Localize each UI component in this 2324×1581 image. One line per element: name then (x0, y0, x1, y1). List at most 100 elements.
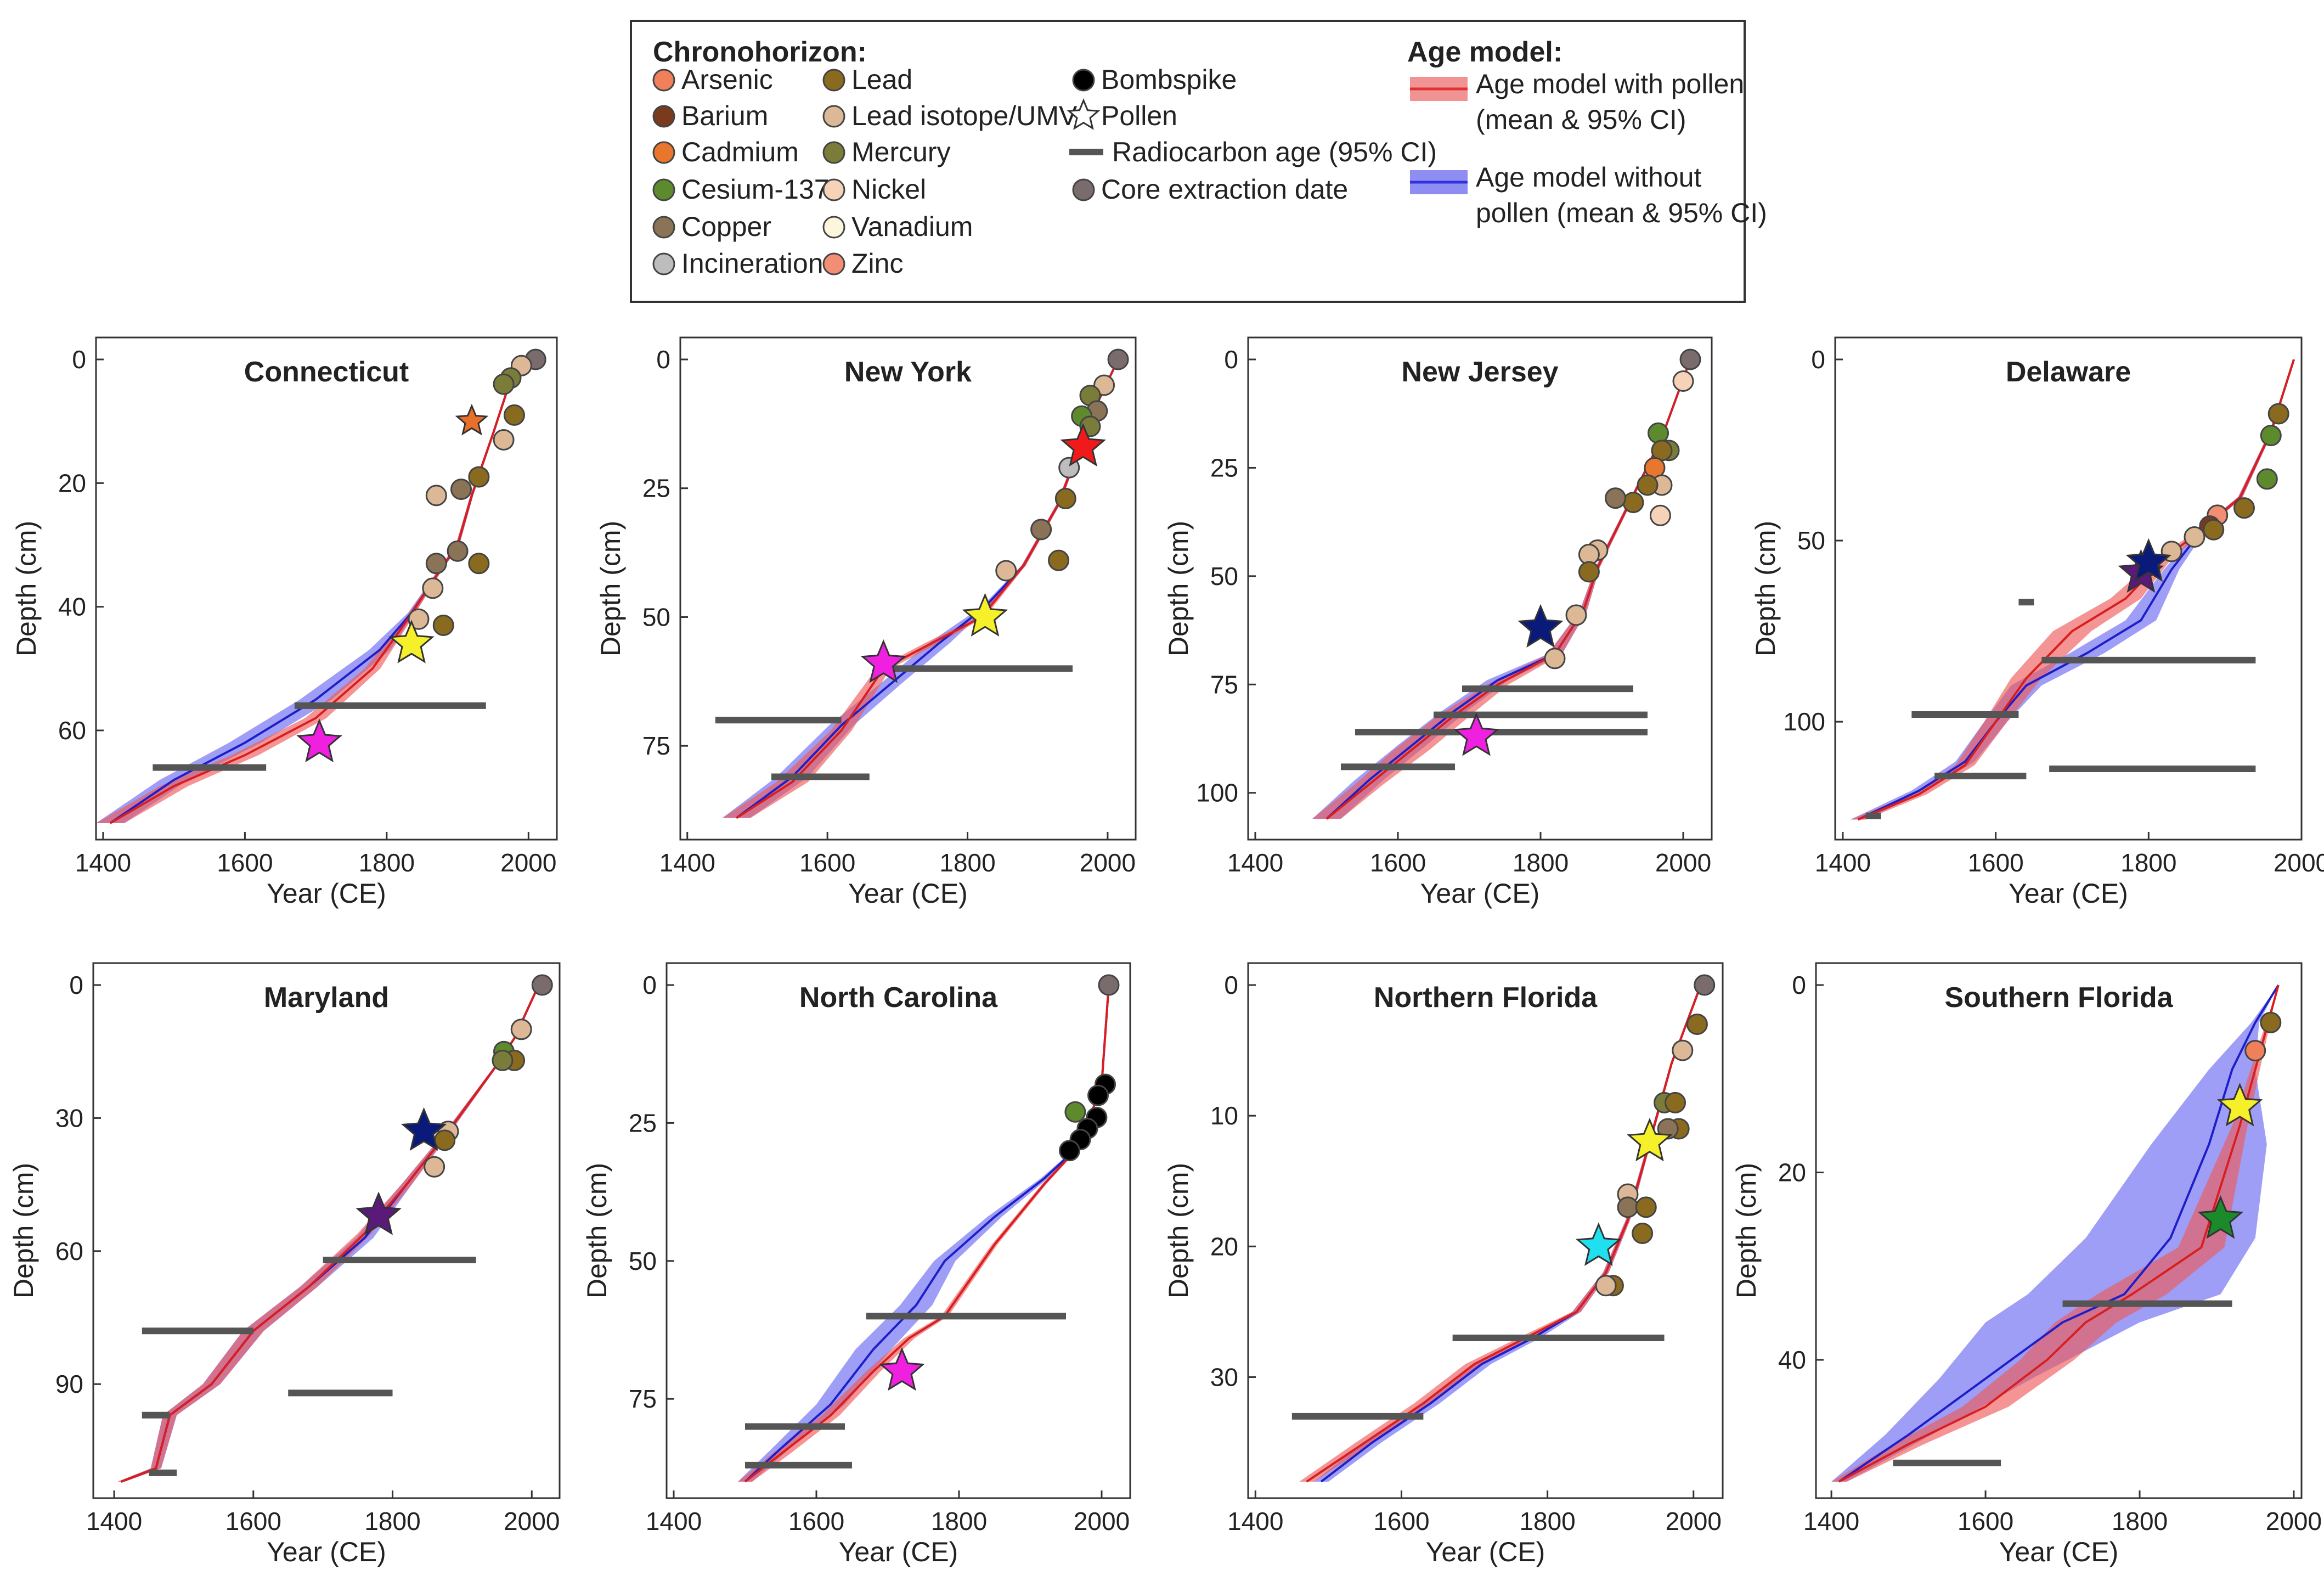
legend-age-label-line1: Age model with pollen (1476, 69, 1744, 99)
plot-area (1831, 984, 2282, 1483)
panel-delaware: 1400 1600 1800 2000 0 50 100 Delaware Year (CE) D… (1750, 336, 2324, 909)
y-tick-label: 100 (1783, 707, 1825, 736)
legend-chrono-title: Chronohorizon: (653, 36, 867, 68)
legend-circle-icon (822, 216, 845, 239)
x-tick-label: 1400 (659, 848, 715, 877)
legend-circle-icon (652, 105, 675, 128)
marker-lead-isotope-umv (425, 485, 447, 507)
y-tick-label: 0 (1224, 971, 1238, 999)
marker-lead (468, 553, 490, 575)
marker-copper (1030, 519, 1052, 541)
marker-lead (1637, 474, 1659, 496)
marker-lead-isotope-umv (408, 608, 430, 630)
plot-frame (1247, 336, 1713, 841)
x-tick-label: 1800 (1513, 848, 1569, 877)
marker-arsenic (2244, 1040, 2266, 1062)
legend-circle-icon (652, 252, 675, 275)
y-tick-label: 30 (1210, 1363, 1238, 1391)
legend-age-label-line2: (mean & 95% CI) (1476, 104, 1686, 135)
marker-lead (1632, 1223, 1654, 1244)
y-tick-label: 0 (1792, 971, 1806, 999)
x-tick-label: 1600 (1373, 1507, 1429, 1535)
panel-title: Connecticut (244, 356, 409, 388)
marker-lead-isotope-umv (1595, 1275, 1617, 1297)
x-tick-label: 1600 (1370, 848, 1426, 877)
marker-core-extraction-date (1107, 348, 1129, 370)
legend-label: Lead isotope/UMV (851, 100, 1078, 131)
y-tick-label: 40 (58, 593, 86, 621)
x-tick-label: 1400 (1227, 1507, 1283, 1535)
y-axis-label: Depth (cm) (11, 521, 42, 656)
panel-title: New York (844, 356, 972, 388)
marker-lead-isotope-umv (995, 560, 1017, 582)
pollen-star-marker (356, 1191, 402, 1235)
mean-line-with-pollen (1325, 359, 1691, 820)
legend-circle-icon (822, 252, 845, 275)
x-axis-label: Year (CE) (1420, 878, 1540, 909)
y-tick-label: 50 (1210, 562, 1238, 590)
legend-circle-icon (652, 141, 675, 164)
y-tick-label: 75 (642, 732, 670, 760)
x-tick-label: 2000 (2266, 1507, 2322, 1535)
pollen-star-marker (962, 593, 1008, 637)
plot-frame (1834, 336, 2303, 841)
legend-circle-icon (1072, 69, 1095, 92)
panel-north-carolina: 1400 1600 1800 2000 0 25 50 75 North Carolina Yea… (582, 962, 1131, 1567)
legend-circle-icon (822, 69, 845, 92)
legend-bar-icon (1069, 149, 1103, 155)
marker-nickel (1672, 370, 1694, 392)
marker-cesium-137 (1064, 1101, 1086, 1123)
marker-core-extraction-date (1098, 974, 1120, 996)
panel-title: North Carolina (799, 982, 998, 1014)
marker-lead (2203, 519, 2225, 541)
legend-circle-icon (822, 105, 845, 128)
pollen-star-marker (860, 639, 907, 683)
pollen-star-marker (1518, 604, 1564, 648)
mean-line-with-pollen (1838, 984, 2280, 1483)
legend-label: Zinc (851, 248, 903, 279)
x-tick-label: 1600 (1967, 848, 2023, 877)
legend-label: Lead (851, 64, 912, 95)
x-tick-label: 2000 (504, 1507, 560, 1535)
marker-cesium-137 (2256, 468, 2278, 490)
marker-lead (434, 1129, 456, 1151)
marker-mercury (492, 1049, 514, 1071)
legend-entry-cesium-137: Cesium-137 (652, 174, 830, 205)
x-tick-label: 1400 (86, 1507, 142, 1535)
panel-new-jersey: 1400 1600 1800 2000 0 25 50 75 100 New Jersey Year… (1163, 336, 1713, 909)
marker-cesium-137 (1648, 422, 1669, 444)
legend-entry-core-extraction-date: Core extraction date (1072, 174, 1348, 205)
marker-lead-isotope-umv (493, 429, 515, 451)
marker-copper (1605, 487, 1626, 509)
panel-title: Southern Florida (1945, 982, 2174, 1014)
marker-lead (1686, 1013, 1708, 1035)
mean-line-with-pollen (109, 358, 537, 824)
y-tick-label: 0 (1224, 345, 1238, 374)
pollen-star-marker (401, 1107, 447, 1151)
marker-lead (1054, 488, 1076, 509)
pollen-star-marker (1453, 712, 1499, 756)
star-icon (1067, 98, 1101, 130)
plot-frame (679, 336, 1137, 841)
pollen-star-marker (455, 403, 489, 436)
marker-lead-isotope-umv (2184, 526, 2205, 548)
pollen-star-marker (2197, 1195, 2244, 1239)
plot-area (1850, 359, 2295, 821)
y-axis-label: Depth (cm) (1731, 1163, 1762, 1298)
legend-entry-mercury: Mercury (822, 137, 951, 167)
marker-lead (1622, 492, 1644, 514)
marker-copper (1617, 1196, 1639, 1218)
marker-lead (1665, 1091, 1686, 1113)
legend-items: Arsenic Barium Cadmium Cesium-137 Copper Inci… (652, 64, 1767, 279)
x-tick-label: 1400 (1815, 848, 1871, 877)
panel-new-york: 1400 1600 1800 2000 0 25 50 75 New York Year (CE)… (595, 336, 1137, 909)
y-tick-label: 0 (656, 345, 670, 374)
ci-band-with-pollen (1831, 985, 2278, 1482)
pollen-star-marker (296, 718, 342, 763)
marker-copper (450, 479, 472, 500)
legend-label: Bombspike (1101, 64, 1237, 95)
y-tick-label: 25 (629, 1109, 657, 1137)
y-tick-label: 60 (55, 1237, 83, 1265)
x-axis-label: Year (CE) (267, 1537, 386, 1567)
x-axis-label: Year (CE) (848, 878, 968, 909)
